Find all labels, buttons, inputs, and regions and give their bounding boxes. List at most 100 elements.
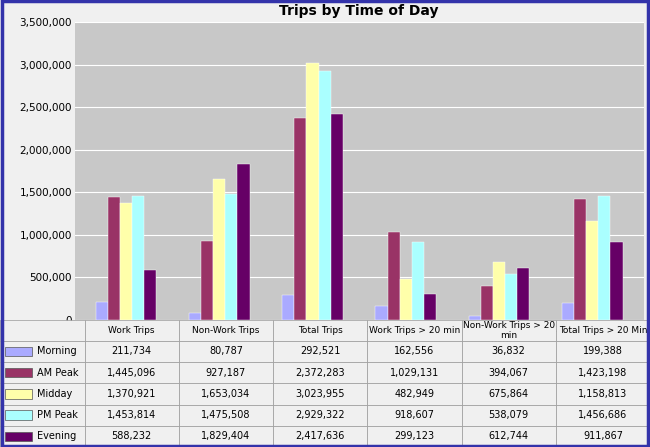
FancyBboxPatch shape (273, 362, 367, 384)
Text: Morning: Morning (37, 346, 77, 356)
FancyBboxPatch shape (556, 384, 650, 405)
Text: Non-Work Trips > 20
min: Non-Work Trips > 20 min (463, 320, 554, 340)
FancyBboxPatch shape (179, 320, 273, 341)
Title: Trips by Time of Day: Trips by Time of Day (280, 4, 439, 18)
FancyBboxPatch shape (556, 405, 650, 426)
Bar (517, 268, 529, 320)
FancyBboxPatch shape (273, 341, 367, 362)
Text: 199,388: 199,388 (583, 346, 623, 356)
Text: 3,023,955: 3,023,955 (295, 389, 345, 399)
FancyBboxPatch shape (0, 320, 84, 341)
FancyBboxPatch shape (84, 384, 179, 405)
Bar (282, 295, 294, 320)
Bar (5, 432, 32, 441)
Bar (189, 313, 201, 320)
Text: AM Peak: AM Peak (37, 368, 79, 378)
FancyBboxPatch shape (367, 341, 461, 362)
FancyBboxPatch shape (367, 362, 461, 384)
Bar (562, 303, 574, 320)
FancyBboxPatch shape (462, 320, 556, 341)
FancyBboxPatch shape (84, 362, 179, 384)
Text: 162,556: 162,556 (395, 346, 434, 356)
FancyBboxPatch shape (84, 405, 179, 426)
FancyBboxPatch shape (556, 320, 650, 341)
FancyBboxPatch shape (556, 341, 650, 362)
Text: 1,158,813: 1,158,813 (578, 389, 627, 399)
FancyBboxPatch shape (367, 384, 461, 405)
Text: 1,029,131: 1,029,131 (390, 368, 439, 378)
Text: 1,456,686: 1,456,686 (578, 410, 627, 420)
FancyBboxPatch shape (0, 384, 84, 405)
Bar (610, 242, 623, 320)
Text: 918,607: 918,607 (395, 410, 434, 420)
Bar (574, 199, 586, 320)
Bar (306, 63, 318, 320)
Text: Non-Work Trips: Non-Work Trips (192, 326, 259, 335)
FancyBboxPatch shape (556, 426, 650, 447)
Bar (5, 410, 32, 420)
Bar (400, 278, 412, 320)
Text: Work Trips > 20 min: Work Trips > 20 min (369, 326, 460, 335)
Text: 1,475,508: 1,475,508 (201, 410, 251, 420)
FancyBboxPatch shape (179, 426, 273, 447)
FancyBboxPatch shape (273, 320, 367, 341)
Bar (481, 286, 493, 320)
Text: 588,232: 588,232 (112, 431, 151, 441)
Bar (598, 196, 610, 320)
Bar (96, 302, 108, 320)
Bar (213, 179, 226, 320)
FancyBboxPatch shape (273, 384, 367, 405)
Bar (144, 270, 157, 320)
Text: 675,864: 675,864 (489, 389, 528, 399)
Bar (331, 114, 343, 320)
Bar (237, 164, 250, 320)
FancyBboxPatch shape (367, 405, 461, 426)
FancyBboxPatch shape (0, 426, 84, 447)
Bar (132, 196, 144, 320)
Bar (226, 194, 237, 320)
Bar (294, 118, 306, 320)
FancyBboxPatch shape (462, 405, 556, 426)
Bar (586, 221, 598, 320)
Text: 36,832: 36,832 (491, 346, 526, 356)
Bar (120, 203, 132, 320)
Bar (387, 232, 400, 320)
FancyBboxPatch shape (273, 405, 367, 426)
FancyBboxPatch shape (84, 341, 179, 362)
Bar (505, 274, 517, 320)
Bar (424, 294, 436, 320)
FancyBboxPatch shape (84, 426, 179, 447)
Text: Midday: Midday (37, 389, 72, 399)
Bar (5, 389, 32, 399)
Text: 211,734: 211,734 (112, 346, 151, 356)
Text: 1,653,034: 1,653,034 (202, 389, 250, 399)
Text: 911,867: 911,867 (583, 431, 623, 441)
FancyBboxPatch shape (556, 362, 650, 384)
Text: PM Peak: PM Peak (37, 410, 78, 420)
FancyBboxPatch shape (273, 426, 367, 447)
Text: 2,929,322: 2,929,322 (295, 410, 345, 420)
FancyBboxPatch shape (462, 384, 556, 405)
Bar (376, 306, 387, 320)
Text: 538,079: 538,079 (489, 410, 528, 420)
Text: 1,370,921: 1,370,921 (107, 389, 156, 399)
Text: 1,423,198: 1,423,198 (578, 368, 627, 378)
FancyBboxPatch shape (84, 320, 179, 341)
Text: 292,521: 292,521 (300, 346, 341, 356)
FancyBboxPatch shape (0, 405, 84, 426)
Bar (493, 262, 505, 320)
Text: Work Trips: Work Trips (109, 326, 155, 335)
Text: 1,453,814: 1,453,814 (107, 410, 156, 420)
Bar (108, 197, 120, 320)
Text: Total Trips > 20 Min: Total Trips > 20 Min (558, 326, 647, 335)
Bar (201, 241, 213, 320)
FancyBboxPatch shape (179, 384, 273, 405)
Bar (5, 347, 32, 356)
Text: Total Trips: Total Trips (298, 326, 343, 335)
FancyBboxPatch shape (179, 341, 273, 362)
Bar (318, 71, 331, 320)
Bar (469, 316, 481, 320)
FancyBboxPatch shape (0, 341, 84, 362)
FancyBboxPatch shape (0, 362, 84, 384)
Text: Evening: Evening (37, 431, 77, 441)
